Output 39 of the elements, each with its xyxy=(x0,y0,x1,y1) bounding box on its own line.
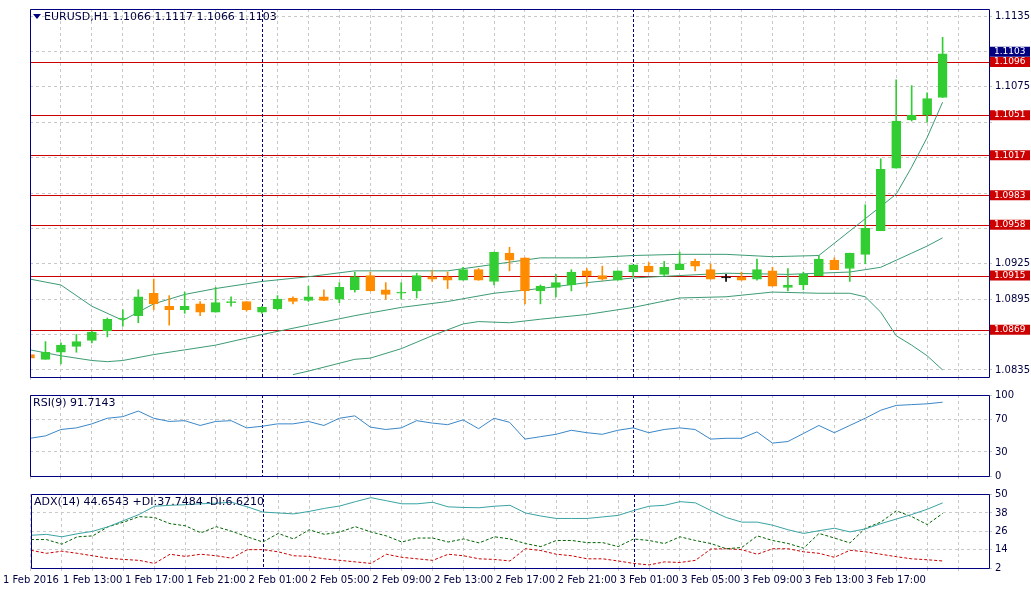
ref-line-label: 1.0915 xyxy=(994,269,1026,280)
chart-title: RSI(9) 91.7143 xyxy=(33,395,116,409)
y-tick-label: 70 xyxy=(995,413,1008,425)
ref-line-label: 1.1096 xyxy=(994,56,1026,67)
x-tick-label: 2 Feb 13:00 xyxy=(433,573,494,585)
x-tick-label: 3 Feb 01:00 xyxy=(619,573,679,585)
x-tick-label: 1 Feb 21:00 xyxy=(186,573,246,585)
y-tick-label: 1.1135 xyxy=(995,9,1030,21)
y-tick-label: 1.0925 xyxy=(995,257,1030,269)
x-tick-label: 2 Feb 09:00 xyxy=(372,573,432,585)
x-tick-label: 1 Feb 17:00 xyxy=(124,573,185,585)
y-tick-label: 38 xyxy=(995,506,1008,518)
x-tick-label: 3 Feb 05:00 xyxy=(681,573,741,585)
x-tick-label: 1 Feb 13:00 xyxy=(63,573,123,585)
x-tick-label: 2 Feb 17:00 xyxy=(495,573,556,585)
ref-line-label: 1.0983 xyxy=(994,189,1026,200)
y-tick-label: 30 xyxy=(995,445,1008,457)
y-tick-label: 14 xyxy=(995,543,1008,555)
chart-title: EURUSD,H1 1.1066 1.1117 1.1066 1.1103 xyxy=(44,9,277,23)
ref-line-label: 1.0958 xyxy=(994,219,1026,230)
ref-line-label: 1.1051 xyxy=(994,109,1026,120)
ref-line-label: 1.1017 xyxy=(994,149,1026,160)
x-tick-label: 2 Feb 01:00 xyxy=(248,573,308,585)
x-tick-label: 3 Feb 13:00 xyxy=(804,573,865,585)
y-tick-label: 26 xyxy=(995,524,1008,536)
y-tick-label: 1.1075 xyxy=(995,80,1030,92)
y-tick-label: 2 xyxy=(995,561,1002,573)
y-tick-label: 50 xyxy=(995,488,1008,500)
y-tick-label: 0 xyxy=(995,469,1002,481)
x-tick-label: 1 Feb 2016 xyxy=(3,573,59,585)
text: 1.1103 xyxy=(994,46,1026,57)
y-tick-label: 100 xyxy=(995,389,1015,401)
x-tick-label: 3 Feb 17:00 xyxy=(866,573,926,585)
x-tick-label: 3 Feb 09:00 xyxy=(743,573,803,585)
y-tick-label: 1.0835 xyxy=(995,363,1030,375)
y-tick-label: 1.0895 xyxy=(995,292,1030,304)
ref-line-label: 1.0869 xyxy=(994,324,1026,335)
x-tick-label: 2 Feb 05:00 xyxy=(310,573,370,585)
x-tick-label: 2 Feb 21:00 xyxy=(557,573,617,585)
